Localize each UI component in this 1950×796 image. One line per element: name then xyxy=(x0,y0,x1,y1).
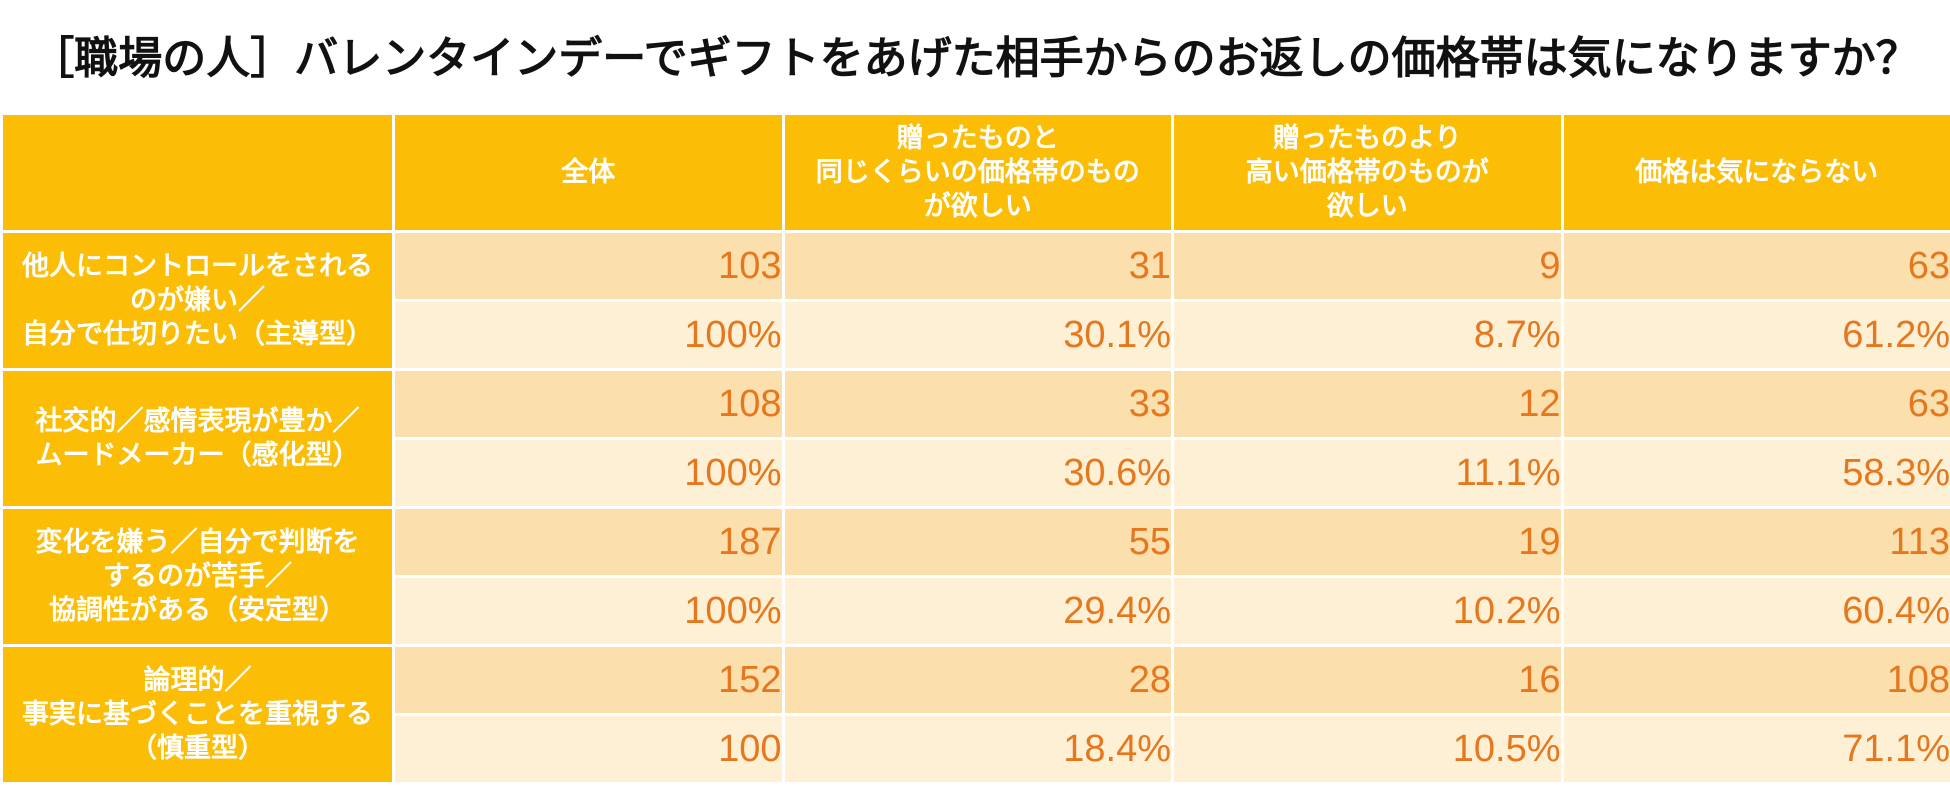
count-cell: 33 xyxy=(781,368,1174,440)
percent-cell: 10.2% xyxy=(1171,575,1564,647)
column-header-same-price: 贈ったものと 同じくらいの価格帯のもの が欲しい xyxy=(781,112,1174,233)
corner-cell xyxy=(0,112,395,233)
percent-cell: 71.1% xyxy=(1560,713,1950,785)
table-row: 論理的／ 事実に基づくことを重視する （慎重型） 152 28 16 108 xyxy=(0,644,1950,785)
count-cell: 108 xyxy=(1560,644,1950,716)
count-cell: 19 xyxy=(1171,506,1564,578)
table-row: 変化を嫌う／自分で判断を するのが苦手／ 協調性がある（安定型） 187 55 … xyxy=(0,506,1950,647)
count-cell: 16 xyxy=(1171,644,1564,716)
count-cell: 28 xyxy=(781,644,1174,716)
percent-cell: 58.3% xyxy=(1560,437,1950,509)
percent-cell: 100% xyxy=(392,437,785,509)
percent-cell: 8.7% xyxy=(1171,299,1564,371)
survey-table: 全体 贈ったものと 同じくらいの価格帯のもの が欲しい 贈ったものより 高い価格… xyxy=(0,112,1950,785)
row-label-dominant: 他人にコントロールをされる のが嫌い／ 自分で仕切りたい（主導型） xyxy=(0,230,395,371)
count-cell: 152 xyxy=(392,644,785,716)
table-row: 100% 29.4% 10.2% 60.4% xyxy=(2,575,1950,647)
column-header-higher-price: 贈ったものより 高い価格帯のものが 欲しい xyxy=(1171,112,1564,233)
percent-cell: 11.1% xyxy=(1171,437,1564,509)
row-label-cautious: 論理的／ 事実に基づくことを重視する （慎重型） xyxy=(0,644,395,785)
count-cell: 103 xyxy=(392,230,785,302)
count-cell: 108 xyxy=(392,368,785,440)
percent-cell: 18.4% xyxy=(781,713,1174,785)
row-label-influence: 社交的／感情表現が豊か／ ムードメーカー（感化型） xyxy=(0,368,395,509)
header-row: 全体 贈ったものと 同じくらいの価格帯のもの が欲しい 贈ったものより 高い価格… xyxy=(0,112,1950,233)
table-row: 社交的／感情表現が豊か／ ムードメーカー（感化型） 108 33 12 63 xyxy=(0,368,1950,509)
chart-title: ［職場の人］バレンタインデーでギフトをあげた相手からのお返しの価格帯は気になりま… xyxy=(30,33,1920,84)
percent-cell: 30.6% xyxy=(781,437,1174,509)
count-cell: 63 xyxy=(1560,368,1950,440)
table-row: 100% 30.6% 11.1% 58.3% xyxy=(2,437,1950,509)
table-row: 100% 30.1% 8.7% 61.2% xyxy=(2,299,1950,371)
percent-cell: 29.4% xyxy=(781,575,1174,647)
count-cell: 113 xyxy=(1560,506,1950,578)
percent-cell: 61.2% xyxy=(1560,299,1950,371)
row-label-steady: 変化を嫌う／自分で判断を するのが苦手／ 協調性がある（安定型） xyxy=(0,506,395,647)
column-header-no-concern: 価格は気にならない xyxy=(1560,112,1950,233)
table-row: 他人にコントロールをされる のが嫌い／ 自分で仕切りたい（主導型） 103 31… xyxy=(0,230,1950,371)
percent-cell: 100 xyxy=(392,713,785,785)
percent-cell: 10.5% xyxy=(1171,713,1564,785)
count-cell: 12 xyxy=(1171,368,1564,440)
count-cell: 55 xyxy=(781,506,1174,578)
column-header-total: 全体 xyxy=(392,112,785,233)
percent-cell: 100% xyxy=(392,299,785,371)
count-cell: 63 xyxy=(1560,230,1950,302)
count-cell: 9 xyxy=(1171,230,1564,302)
count-cell: 187 xyxy=(392,506,785,578)
percent-cell: 100% xyxy=(392,575,785,647)
percent-cell: 60.4% xyxy=(1560,575,1950,647)
percent-cell: 30.1% xyxy=(781,299,1174,371)
table-row: 100 18.4% 10.5% 71.1% xyxy=(2,713,1950,785)
count-cell: 31 xyxy=(781,230,1174,302)
